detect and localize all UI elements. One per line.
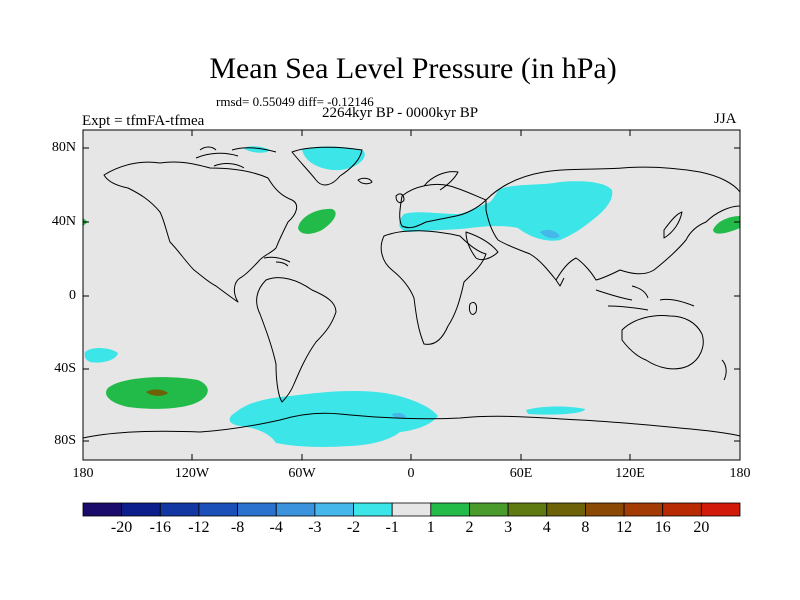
colorbar-swatch — [662, 502, 702, 517]
lon-tick-label: 60E — [509, 466, 533, 481]
colorbar-label: -12 — [188, 519, 210, 536]
coast-scandinavia — [423, 171, 459, 191]
season-label: JJA — [714, 111, 737, 127]
coast-north-america — [103, 161, 298, 303]
coast-antarctica — [82, 412, 741, 439]
anomaly-eurasia-neg — [399, 181, 613, 241]
coast-caribbean — [263, 256, 291, 267]
colorbar-swatch — [275, 502, 316, 517]
lon-tick-label: 180 — [729, 466, 751, 481]
colorbar-swatch — [546, 502, 586, 517]
coast-south-america — [256, 277, 337, 403]
anomaly-south-pacific-small-neg — [84, 347, 118, 363]
colorbar-label: -1 — [385, 519, 399, 536]
anomaly-central-asia-core — [540, 229, 560, 239]
anomaly-southern-ocean-neg — [229, 390, 438, 447]
axis-ticks — [82, 130, 741, 460]
anomaly-southern-ocean-core — [392, 413, 406, 419]
lat-tick-label: 40S — [54, 361, 76, 376]
time-range-subtitle: 2264kyr BP - 0000kyr BP — [322, 105, 479, 121]
pressure-anomaly-fields — [83, 146, 740, 447]
colorbar-label: 1 — [426, 519, 435, 536]
colorbar-label: 2 — [465, 519, 474, 536]
experiment-label: Expt = tfmFA-tfmea — [82, 113, 205, 129]
coast-madagascar — [469, 301, 477, 315]
map-title: Mean Sea Level Pressure (in hPa) — [209, 52, 617, 85]
coast-arctic-islands — [195, 146, 277, 169]
coast-greenland — [291, 146, 363, 186]
lon-tick-label: 120E — [615, 466, 645, 481]
lat-tick-label: 80S — [54, 433, 76, 448]
coast-new-zealand — [721, 359, 727, 381]
coast-australia — [621, 315, 704, 370]
colorbar-label: 4 — [542, 519, 551, 536]
colorbar-label: -16 — [149, 519, 171, 536]
coast-asia — [485, 166, 741, 281]
colorbar-swatch — [623, 502, 664, 517]
colorbar-swatch — [353, 502, 393, 517]
colorbar-swatch — [121, 502, 161, 517]
colorbar-label: 12 — [616, 519, 633, 536]
colorbar-label: 8 — [581, 519, 590, 536]
anomaly-east-antarctic-neg — [526, 406, 585, 415]
colorbar-label: 20 — [693, 519, 710, 536]
lon-tick-label: 120W — [174, 466, 210, 481]
colorbar-swatch — [507, 502, 548, 517]
colorbar-swatch — [430, 502, 470, 517]
colorbar-swatch — [585, 502, 625, 517]
colorbar-label: -20 — [110, 519, 133, 536]
colorbar-swatch — [700, 502, 741, 517]
colorbar-label: -8 — [230, 519, 245, 536]
rmsd-diff-stats: rmsd= 0.55049 diff= -0.12146 — [216, 94, 374, 109]
coast-europe — [399, 183, 487, 229]
anomaly-north-atlantic-pos — [298, 208, 336, 234]
lat-tick-label: 0 — [69, 288, 76, 303]
lon-tick-label: 0 — [407, 466, 415, 481]
coast-arabia — [465, 231, 499, 261]
coast-indonesia — [595, 285, 695, 311]
coast-britain — [395, 193, 405, 204]
colorbar-swatch — [314, 502, 354, 517]
coast-africa — [380, 230, 487, 345]
colorbar-label: 3 — [504, 519, 513, 536]
colorbar-swatch — [198, 502, 238, 517]
anomaly-north-pacific-pos — [713, 216, 740, 234]
lon-tick-label: 60W — [288, 466, 316, 481]
anomaly-greenland-neg — [302, 146, 365, 171]
colorbar-label: -4 — [269, 519, 283, 536]
anomaly-south-pacific-core — [146, 389, 168, 396]
coastlines — [82, 146, 741, 439]
coast-iceland — [357, 177, 373, 185]
lat-tick-label: 40N — [51, 214, 76, 229]
colorbar-swatch — [469, 502, 509, 517]
colorbar-swatch — [159, 502, 200, 517]
colorbar-swatch — [82, 502, 123, 517]
coast-japan — [663, 211, 683, 239]
colorbar — [82, 502, 741, 517]
colorbar-label: -2 — [346, 519, 361, 536]
colorbar-swatch — [391, 502, 432, 517]
lon-tick-label: 180 — [72, 466, 94, 481]
coast-india-tip — [555, 277, 565, 287]
lat-tick-label: 80N — [51, 140, 76, 155]
colorbar-swatch — [237, 502, 277, 517]
colorbar-label: -3 — [308, 519, 322, 536]
colorbar-label: 16 — [654, 519, 671, 536]
